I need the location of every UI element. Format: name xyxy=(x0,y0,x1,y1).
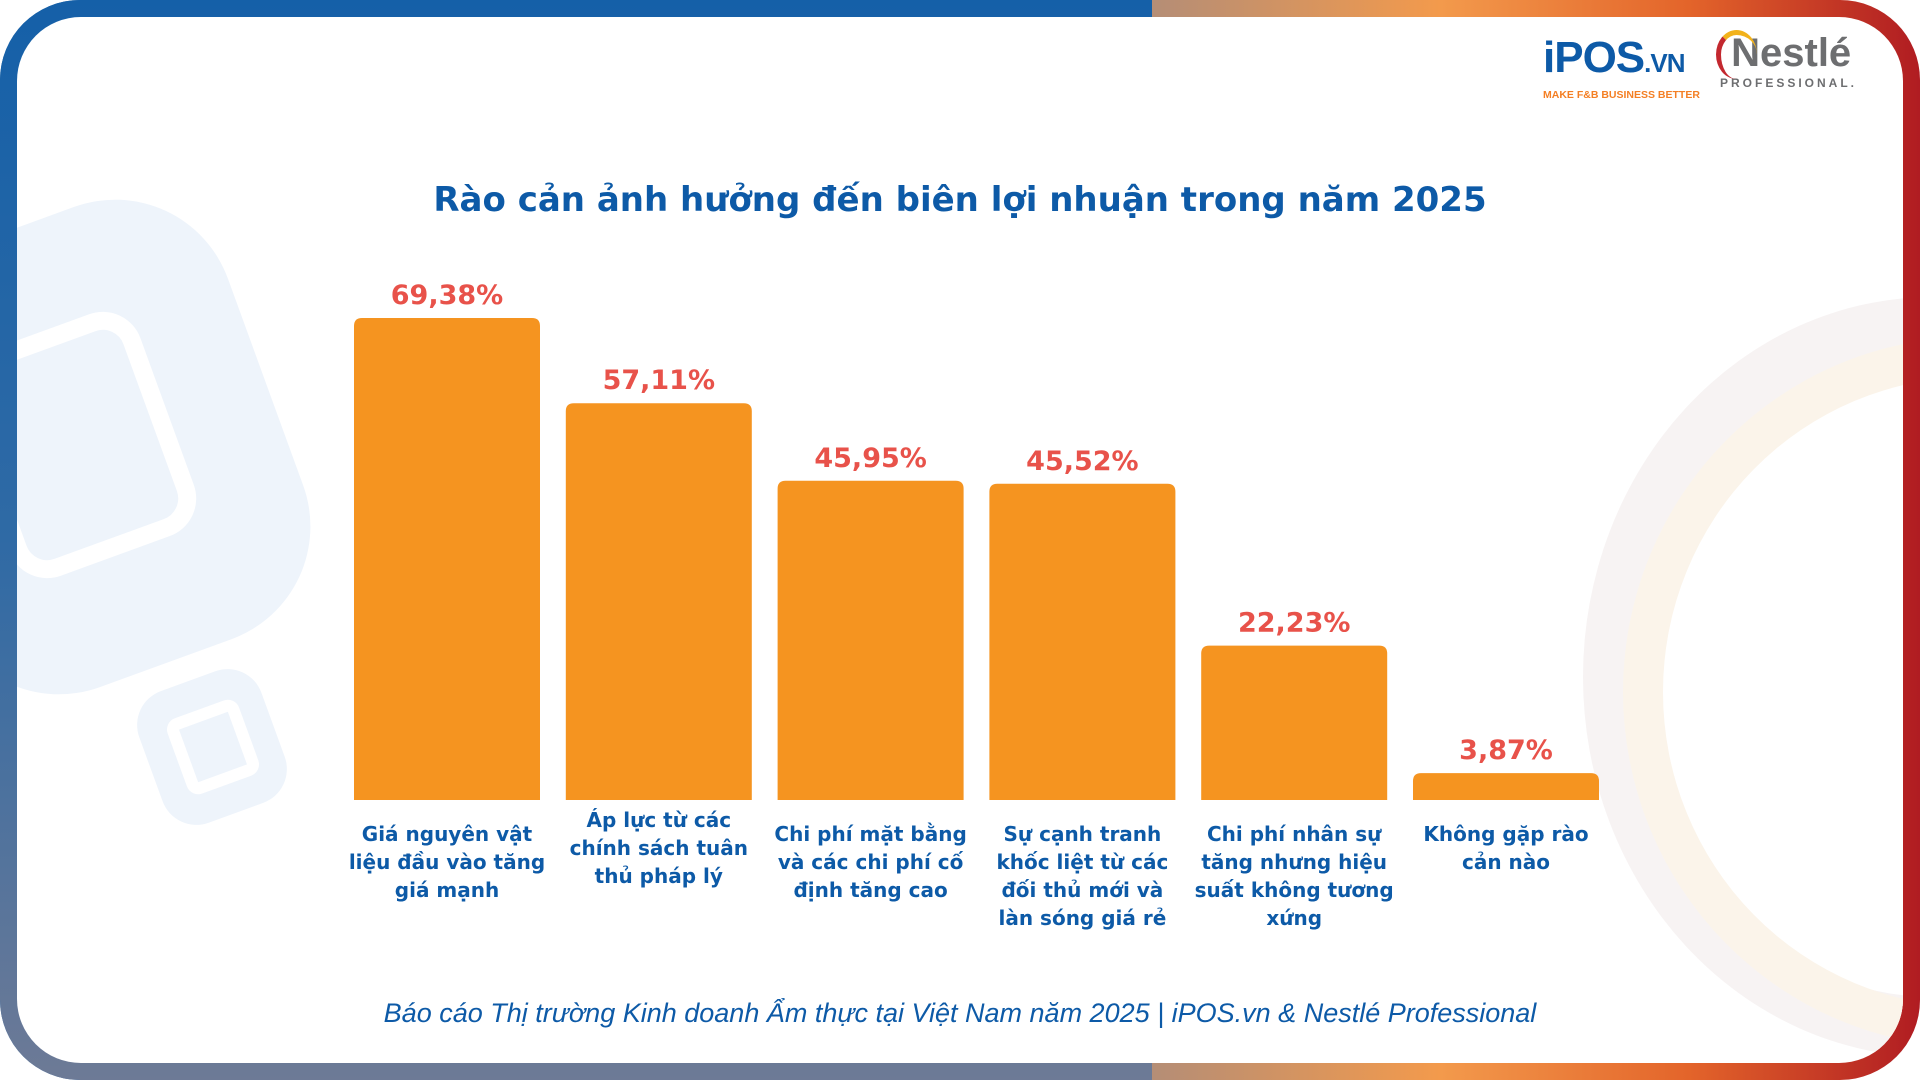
bar xyxy=(989,483,1176,800)
data-label: 3,87% xyxy=(1459,735,1553,766)
category-label: Áp lực từ các chính sách tuân thủ pháp l… xyxy=(569,808,748,888)
bar xyxy=(565,403,752,800)
bar xyxy=(354,318,540,800)
category-label: Chi phí mặt bằng và các chi phí cố định … xyxy=(774,822,967,902)
data-label: 57,11% xyxy=(603,365,715,396)
data-label: 45,95% xyxy=(814,443,926,474)
data-label: 22,23% xyxy=(1238,608,1350,639)
nestle-professional-logo: Nestlé PROFESSIONAL. xyxy=(1716,30,1857,90)
chart-title: Rào cản ảnh hưởng đến biên lợi nhuận tro… xyxy=(433,180,1487,220)
category-label: Không gặp rào cản nào xyxy=(1423,822,1589,874)
bar xyxy=(777,480,964,800)
bar xyxy=(1201,645,1388,800)
category-label: Giá nguyên vật liệu đầu vào tăng giá mạn… xyxy=(348,822,546,902)
footer-source: Báo cáo Thị trường Kinh doanh Ẩm thực tạ… xyxy=(383,998,1537,1028)
data-label: 45,52% xyxy=(1026,446,1138,477)
slide xyxy=(17,17,1903,1063)
ipos-logo: iPOS.VN MAKE F&B BUSINESS BETTER xyxy=(1543,33,1700,102)
data-label: 69,38% xyxy=(391,280,503,311)
category-label: Chi phí nhân sự tăng nhưng hiệu suất khô… xyxy=(1194,822,1394,930)
bar xyxy=(1413,773,1599,800)
category-label: Sự cạnh tranh khốc liệt từ các đối thủ m… xyxy=(996,822,1169,930)
